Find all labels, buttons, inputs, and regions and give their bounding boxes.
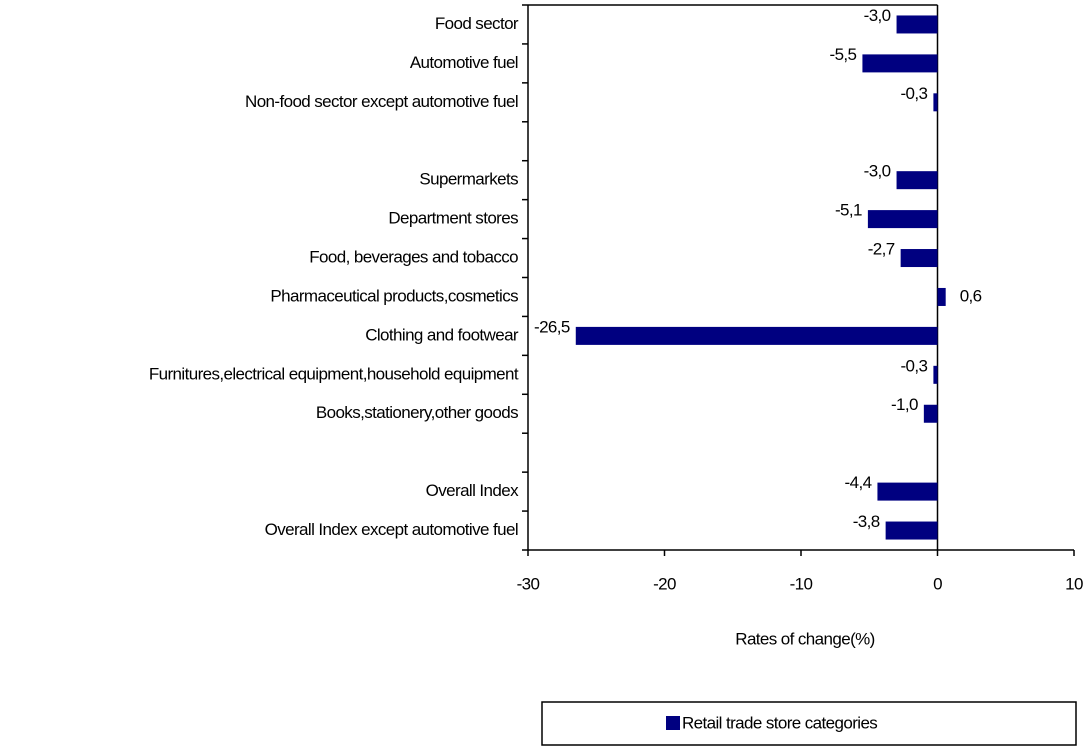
bar: [885, 521, 938, 540]
bar: [877, 482, 938, 501]
x-tick-label: -20: [653, 574, 676, 593]
y-tick-label: Furnitures,electrical equipment,househol…: [149, 364, 519, 383]
bar: [896, 171, 938, 190]
value-label: -5,5: [830, 45, 857, 64]
bar: [933, 365, 938, 384]
x-axis-title: Rates of change(%): [735, 629, 874, 648]
y-tick-label: Overall Index: [426, 481, 519, 500]
bar: [923, 404, 938, 423]
value-label: -0,3: [900, 84, 927, 103]
bar: [575, 326, 938, 345]
x-tick-label: 10: [1065, 574, 1083, 593]
legend-label: Retail trade store categories: [682, 713, 877, 732]
y-tick-label: Clothing and footwear: [365, 325, 519, 344]
value-label: -26,5: [534, 317, 570, 336]
y-tick-label: Pharmaceutical products,cosmetics: [270, 286, 518, 305]
x-tick-label: 0: [933, 574, 942, 593]
y-tick-label: Supermarkets: [419, 170, 518, 189]
y-tick-label: Overall Index except automotive fuel: [265, 520, 518, 539]
y-tick-label: Non-food sector except automotive fuel: [245, 92, 518, 111]
value-label: -2,7: [868, 240, 895, 259]
legend-box: [541, 701, 1077, 746]
x-tick-label: -10: [790, 574, 813, 593]
bar: [937, 287, 946, 306]
y-tick-label: Automotive fuel: [410, 53, 518, 72]
value-label: -3,8: [853, 512, 880, 531]
y-tick-label: Food, beverages and tobacco: [309, 248, 518, 267]
bar: [900, 249, 938, 268]
y-tick-label: Food sector: [435, 14, 519, 33]
value-label: -3,0: [864, 162, 891, 181]
value-label: -4,4: [845, 473, 872, 492]
value-label: -0,3: [900, 356, 927, 375]
value-label: 0,6: [960, 286, 982, 305]
bar: [933, 93, 938, 112]
value-label: -1,0: [891, 395, 918, 414]
bar: [862, 54, 938, 73]
legend-swatch: [666, 716, 680, 730]
bar: [867, 210, 938, 229]
x-tick-label: -30: [517, 574, 540, 593]
value-label: -3,0: [864, 6, 891, 25]
y-tick-label: Department stores: [388, 209, 518, 228]
value-label: -5,1: [835, 201, 862, 220]
bar: [896, 15, 938, 34]
y-tick-label: Books,stationery,other goods: [316, 403, 518, 422]
